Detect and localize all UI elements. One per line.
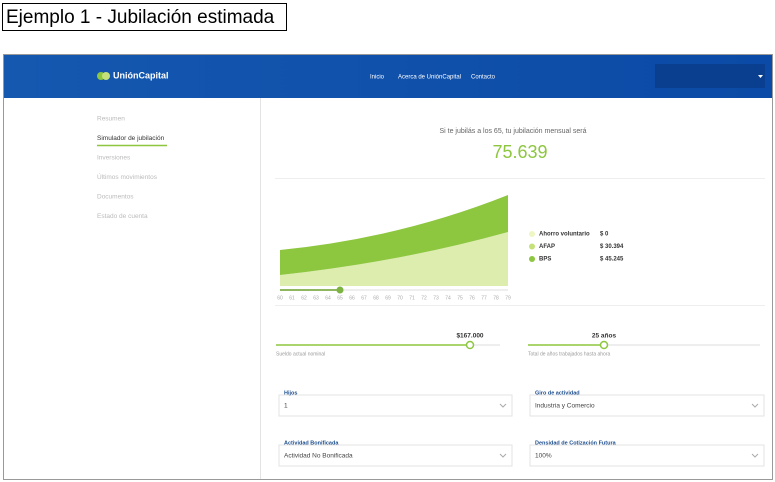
caption: Ejemplo 1 - Jubilación estimada [6, 7, 275, 28]
logo-icon [102, 72, 110, 80]
sidebar-item[interactable]: Estado de cuenta [97, 213, 148, 220]
dropdown-chevron [499, 403, 507, 408]
age-label: 60 [277, 295, 283, 301]
nav-link[interactable]: Acerca de UniónCapital [398, 75, 461, 81]
age-label: 64 [325, 295, 331, 301]
dropdown-chevron [751, 403, 759, 408]
age-label: 77 [481, 295, 487, 301]
dropdown-label: Giro de actividad [535, 390, 580, 396]
age-label: 61 [289, 295, 295, 301]
caption-box [2, 3, 287, 31]
dropdown-label: Actividad Bonificada [284, 440, 339, 446]
dropdown-value: Industria y Comercio [535, 403, 595, 410]
sidebar-item[interactable]: Inversiones [97, 155, 131, 162]
age-label: 72 [421, 295, 427, 301]
nav-link[interactable]: Contacto [471, 75, 496, 81]
age-label: 71 [409, 295, 415, 301]
age-label: 74 [445, 295, 451, 301]
age-label: 68 [373, 295, 379, 301]
bps-area [280, 195, 508, 275]
header-bar [4, 55, 772, 98]
dropdown-value: 1 [284, 403, 288, 410]
age-label: 78 [493, 295, 499, 301]
age-label: 75 [457, 295, 463, 301]
legend-amount: $ 0 [600, 232, 609, 238]
slider-value: $167.000 [456, 333, 483, 340]
legend-dot [529, 243, 535, 250]
age-label: 69 [385, 295, 391, 301]
summary-text: Si te jubilás a los 65, tu jubilación me… [439, 128, 586, 135]
dropdown[interactable] [529, 444, 765, 467]
afap-area [280, 232, 508, 286]
dropdown-value: 100% [535, 453, 552, 460]
legend-dot [529, 256, 535, 262]
sidebar-item[interactable]: Documentos [97, 194, 134, 201]
age-label: 76 [469, 295, 475, 301]
age-label: 67 [361, 295, 367, 301]
legend-label: AFAP [539, 244, 555, 250]
sidebar-item[interactable]: Simulador de jubilación [97, 135, 165, 142]
age-label: 66 [349, 295, 355, 301]
slider-label: Sueldo actual nominal [276, 351, 325, 357]
sidebar-item[interactable]: Resumen [97, 116, 125, 123]
dropdown-label: Hijos [284, 390, 297, 396]
age-label: 62 [301, 295, 307, 301]
age-label: 63 [313, 295, 319, 301]
years-knob[interactable] [599, 340, 609, 350]
age-label: 73 [433, 295, 439, 301]
dropdown[interactable] [278, 394, 513, 417]
nav-link[interactable]: Inicio [370, 75, 385, 81]
dropdown-chevron [499, 453, 507, 458]
age-label: 65 [337, 295, 343, 301]
user-box[interactable] [655, 64, 765, 88]
slider-value: 25 años [592, 333, 617, 340]
logo[interactable]: UniónCapital [113, 70, 169, 80]
slider-label: Total de años trabajados hasta ahora [528, 351, 610, 357]
age-knob[interactable] [336, 286, 344, 294]
legend-dot [529, 231, 535, 237]
salary-knob[interactable] [465, 340, 475, 350]
legend-amount: $ 45.245 [600, 257, 624, 263]
legend-amount: $ 30.394 [600, 244, 624, 250]
legend-label: Ahorro voluntario [539, 232, 590, 238]
caret [758, 75, 763, 78]
dropdown[interactable] [278, 444, 513, 467]
dropdown-value: Actividad No Bonificada [284, 453, 353, 460]
sidebar-item[interactable]: Últimos movimientos [97, 172, 158, 181]
age-label: 79 [505, 295, 511, 301]
summary-amount: 75.639 [492, 142, 547, 162]
age-label: 70 [397, 295, 403, 301]
dropdown-chevron [751, 453, 759, 458]
legend-label: BPS [539, 257, 551, 263]
dropdown[interactable] [529, 394, 765, 417]
dropdown-label: Densidad de Cotización Futura [535, 440, 617, 446]
